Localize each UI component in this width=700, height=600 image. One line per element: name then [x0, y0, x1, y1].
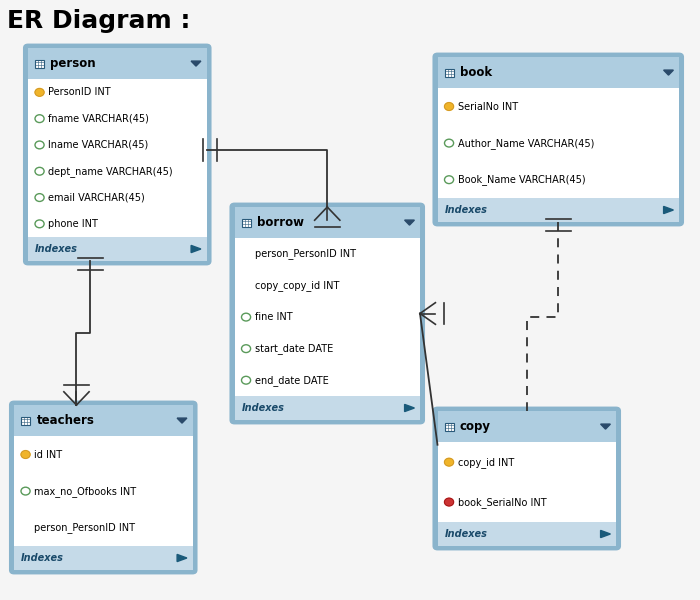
Text: start_date DATE: start_date DATE [255, 343, 333, 354]
FancyBboxPatch shape [433, 53, 683, 226]
Text: person: person [50, 57, 96, 70]
Bar [28, 237, 206, 261]
Text: Indexes: Indexes [35, 244, 78, 254]
FancyBboxPatch shape [230, 203, 424, 424]
Bar [444, 69, 454, 76]
Bar [241, 219, 251, 227]
Text: Indexes: Indexes [21, 553, 64, 563]
FancyBboxPatch shape [10, 401, 197, 574]
Text: PersonID INT: PersonID INT [48, 88, 111, 97]
Text: Indexes: Indexes [241, 403, 284, 413]
Text: borrow: borrow [257, 216, 304, 229]
Circle shape [444, 458, 454, 466]
Text: dept_name VARCHAR(45): dept_name VARCHAR(45) [48, 166, 173, 177]
Text: person_PersonID INT: person_PersonID INT [34, 522, 135, 533]
Bar [234, 396, 420, 420]
Polygon shape [405, 220, 414, 225]
Polygon shape [601, 530, 610, 538]
Circle shape [35, 88, 44, 96]
Text: Author_Name VARCHAR(45): Author_Name VARCHAR(45) [458, 137, 594, 149]
Text: Indexes: Indexes [444, 529, 487, 539]
Text: copy_copy_id INT: copy_copy_id INT [255, 280, 340, 291]
FancyBboxPatch shape [433, 407, 620, 550]
Bar [14, 546, 192, 570]
Text: fine INT: fine INT [255, 312, 293, 322]
Text: fname VARCHAR(45): fname VARCHAR(45) [48, 113, 149, 124]
Text: SerialNo INT: SerialNo INT [458, 101, 518, 112]
Bar [234, 207, 420, 238]
Text: copy: copy [460, 420, 491, 433]
Polygon shape [177, 418, 187, 423]
Text: email VARCHAR(45): email VARCHAR(45) [48, 193, 145, 203]
Bar [28, 79, 206, 237]
Bar [21, 416, 30, 424]
Polygon shape [664, 206, 673, 214]
Text: Indexes: Indexes [444, 205, 487, 215]
Circle shape [21, 451, 30, 458]
Bar [438, 57, 679, 88]
Polygon shape [664, 70, 673, 75]
Text: teachers: teachers [36, 414, 95, 427]
Polygon shape [405, 404, 414, 412]
Bar [14, 405, 192, 436]
Bar [234, 238, 420, 396]
Text: book_SerialNo INT: book_SerialNo INT [458, 497, 547, 508]
Text: id INT: id INT [34, 449, 62, 460]
Bar [438, 522, 616, 546]
Bar [35, 60, 44, 68]
Text: person_PersonID INT: person_PersonID INT [255, 248, 356, 259]
Bar [438, 442, 616, 522]
Text: lname VARCHAR(45): lname VARCHAR(45) [48, 140, 148, 150]
Circle shape [444, 498, 454, 506]
Text: book: book [460, 66, 492, 79]
Circle shape [444, 103, 454, 110]
Bar [28, 48, 206, 79]
FancyBboxPatch shape [24, 44, 211, 265]
Polygon shape [601, 424, 610, 429]
Bar [14, 436, 192, 546]
Bar [444, 422, 454, 430]
Polygon shape [191, 61, 201, 66]
Polygon shape [191, 245, 201, 253]
Bar [438, 198, 679, 222]
Bar [438, 88, 679, 198]
Text: copy_id INT: copy_id INT [458, 457, 514, 467]
Text: max_no_Ofbooks INT: max_no_Ofbooks INT [34, 485, 137, 497]
Bar [438, 411, 616, 442]
Polygon shape [177, 554, 187, 562]
Text: end_date DATE: end_date DATE [255, 375, 328, 386]
Text: Book_Name VARCHAR(45): Book_Name VARCHAR(45) [458, 174, 585, 185]
Text: phone INT: phone INT [48, 219, 98, 229]
Text: ER Diagram :: ER Diagram : [7, 9, 190, 33]
